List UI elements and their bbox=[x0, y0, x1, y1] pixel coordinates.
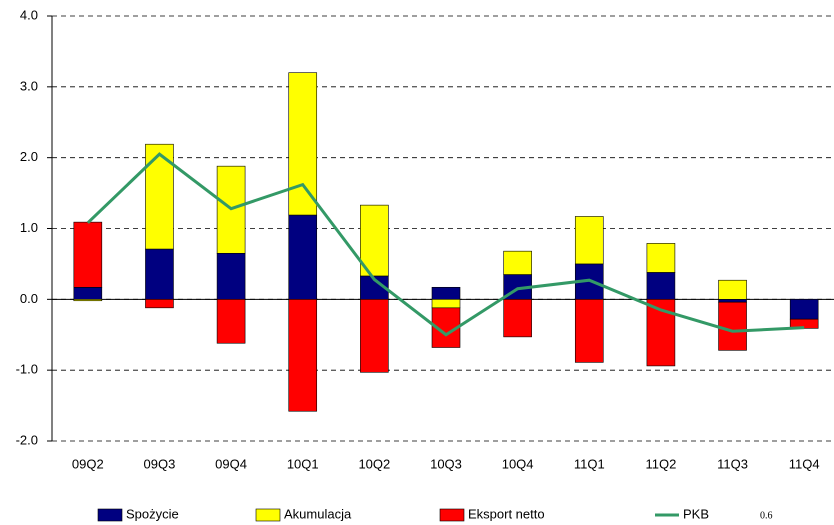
annotation: 0.6 bbox=[760, 510, 773, 521]
y-tick-label: 3.0 bbox=[20, 78, 38, 93]
x-tick-label: 11Q1 bbox=[574, 456, 605, 471]
bar-segment bbox=[574, 216, 604, 265]
bar-segment bbox=[718, 279, 747, 300]
legend-label: Akumulacja bbox=[284, 506, 352, 521]
x-tick-label: 09Q4 bbox=[215, 456, 247, 471]
bar-segment bbox=[73, 286, 103, 300]
x-tick-label: 09Q3 bbox=[144, 456, 176, 471]
bar-segment bbox=[145, 299, 174, 309]
x-tick-label: 11Q2 bbox=[645, 456, 676, 471]
x-tick-label: 11Q3 bbox=[717, 456, 748, 471]
legend-swatch bbox=[255, 508, 281, 522]
bar-segment bbox=[288, 299, 318, 412]
y-tick-label: 2.0 bbox=[20, 149, 38, 164]
bar-segment bbox=[646, 272, 676, 300]
bar-segment bbox=[73, 221, 103, 288]
bar-segment bbox=[288, 214, 318, 300]
bar-segment bbox=[216, 252, 246, 300]
bar-segment bbox=[503, 250, 532, 275]
line bbox=[86, 152, 805, 337]
bar-segment bbox=[73, 299, 103, 302]
bar-segment bbox=[360, 299, 389, 373]
x-tick-label: 11Q4 bbox=[789, 456, 820, 471]
y-tick-label: 0.0 bbox=[20, 291, 38, 306]
x-tick-label: 10Q2 bbox=[358, 456, 390, 471]
bar-segment bbox=[503, 299, 532, 338]
legend-label: Spożycie bbox=[126, 506, 179, 521]
bar-segment bbox=[574, 299, 604, 363]
legend-swatch bbox=[97, 508, 123, 522]
x-tick-label: 10Q4 bbox=[502, 456, 534, 471]
bar-segment bbox=[216, 299, 246, 344]
bar-segment bbox=[718, 301, 747, 351]
legend-label: Eksport netto bbox=[468, 506, 545, 521]
y-tick-label: 1.0 bbox=[20, 220, 38, 235]
bar-segment bbox=[288, 72, 318, 216]
bar-segment bbox=[718, 299, 747, 303]
bar-segment bbox=[431, 299, 461, 309]
bar-segment bbox=[360, 204, 389, 277]
x-tick-label: 09Q2 bbox=[72, 456, 104, 471]
y-tick-label: -2.0 bbox=[16, 432, 38, 447]
y-tick-label: 4.0 bbox=[20, 7, 38, 22]
legend-swatch bbox=[439, 508, 465, 522]
bar-segment bbox=[789, 299, 819, 320]
bar-segment bbox=[145, 248, 174, 300]
x-tick-label: 10Q1 bbox=[287, 456, 319, 471]
bar-segment bbox=[646, 243, 676, 273]
bar-segment bbox=[431, 286, 461, 300]
x-tick-label: 10Q3 bbox=[430, 456, 462, 471]
legend-label: PKB bbox=[683, 506, 709, 521]
y-tick-label: -1.0 bbox=[16, 362, 38, 377]
